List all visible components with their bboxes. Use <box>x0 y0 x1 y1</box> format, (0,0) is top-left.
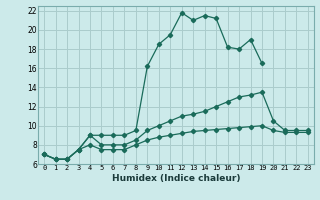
X-axis label: Humidex (Indice chaleur): Humidex (Indice chaleur) <box>112 174 240 183</box>
